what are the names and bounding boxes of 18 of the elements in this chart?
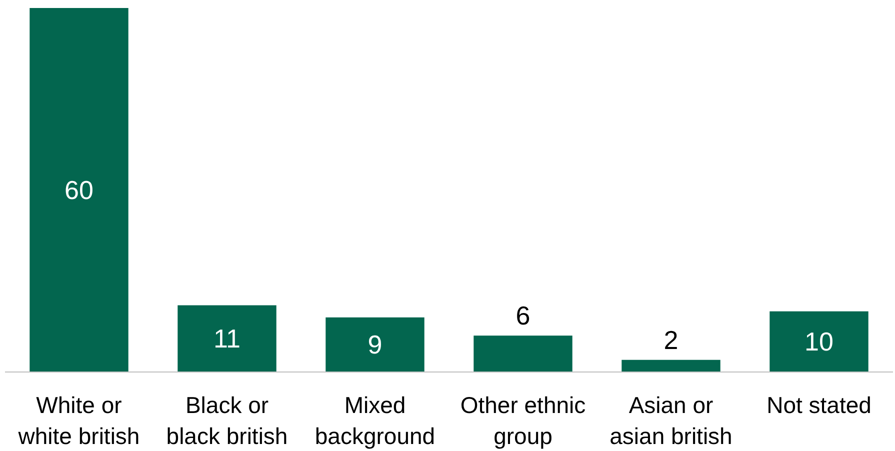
bar <box>474 336 572 372</box>
data-label: 9 <box>368 330 382 360</box>
data-label: 11 <box>214 324 240 354</box>
data-label: 10 <box>804 326 834 357</box>
x-tick-label: White or white british <box>17 392 140 449</box>
bar <box>326 317 424 372</box>
x-tick-label: Mixed background <box>314 392 436 449</box>
bar <box>178 305 276 372</box>
x-tick-label: Black or black british <box>166 392 288 449</box>
data-label: 2 <box>664 324 678 355</box>
x-tick-label: Not stated <box>766 392 872 418</box>
x-tick-label: Other ethnic group <box>460 392 586 449</box>
x-tick-label: Asian or asian british <box>610 392 732 449</box>
bar <box>622 360 720 372</box>
bar <box>30 8 128 372</box>
data-label: 60 <box>64 175 94 205</box>
data-label: 6 <box>516 300 530 331</box>
bar <box>770 311 868 372</box>
